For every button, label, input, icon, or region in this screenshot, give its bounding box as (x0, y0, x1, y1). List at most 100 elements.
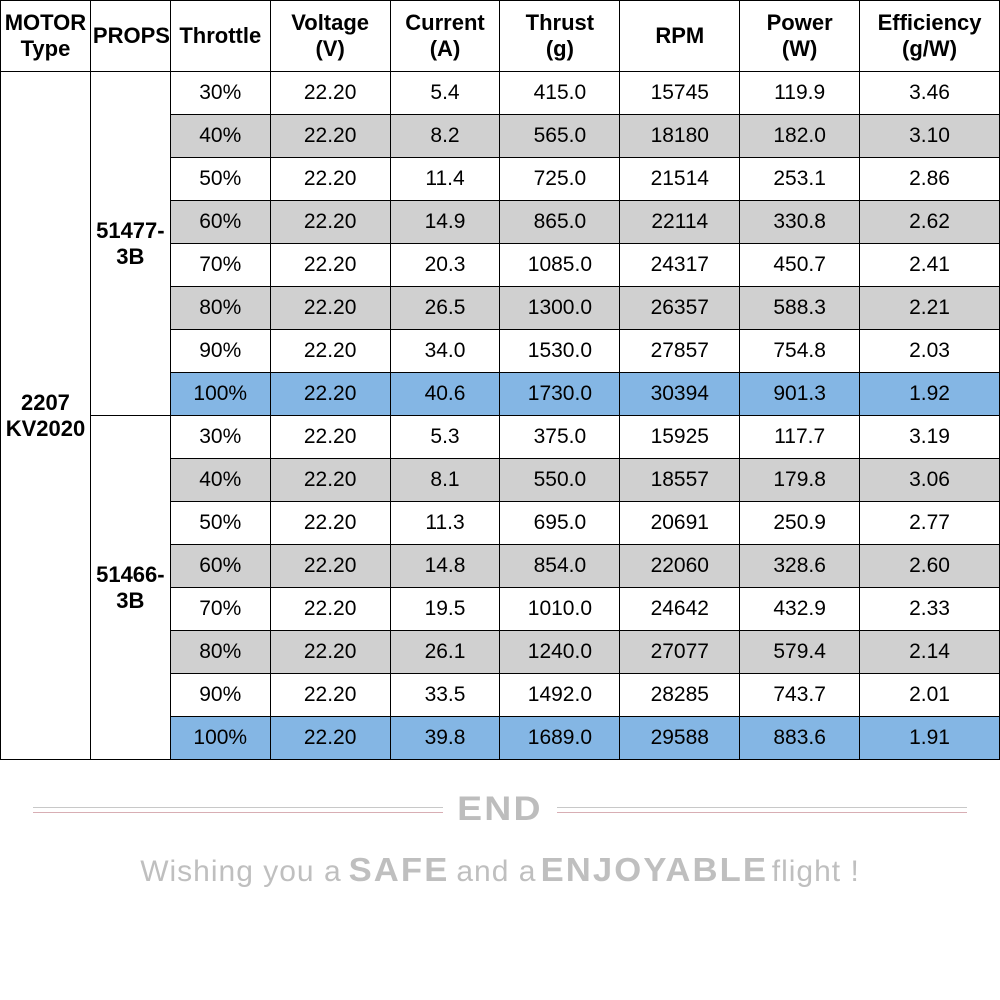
cell-rpm: 30394 (620, 373, 740, 416)
cell-current: 20.3 (390, 244, 500, 287)
cell-thrust: 415.0 (500, 72, 620, 115)
cell-power: 588.3 (740, 287, 860, 330)
cell-voltage: 22.20 (270, 373, 390, 416)
col-throttle: Throttle (170, 1, 270, 72)
col-props: PROPS (90, 1, 170, 72)
cell-current: 33.5 (390, 674, 500, 717)
cell-thrust: 865.0 (500, 201, 620, 244)
cell-rpm: 27077 (620, 631, 740, 674)
cell-thrust: 695.0 (500, 502, 620, 545)
cell-power: 119.9 (740, 72, 860, 115)
cell-throttle: 90% (170, 674, 270, 717)
cell-rpm: 28285 (620, 674, 740, 717)
cell-eff: 3.10 (860, 115, 1000, 158)
cell-power: 328.6 (740, 545, 860, 588)
cell-thrust: 1530.0 (500, 330, 620, 373)
cell-current: 14.8 (390, 545, 500, 588)
cell-current: 34.0 (390, 330, 500, 373)
cell-thrust: 1010.0 (500, 588, 620, 631)
cell-thrust: 1300.0 (500, 287, 620, 330)
cell-power: 743.7 (740, 674, 860, 717)
cell-thrust: 1492.0 (500, 674, 620, 717)
cell-voltage: 22.20 (270, 201, 390, 244)
cell-voltage: 22.20 (270, 244, 390, 287)
cell-rpm: 21514 (620, 158, 740, 201)
cell-current: 14.9 (390, 201, 500, 244)
cell-power: 432.9 (740, 588, 860, 631)
cell-eff: 3.06 (860, 459, 1000, 502)
cell-current: 8.2 (390, 115, 500, 158)
cell-throttle: 100% (170, 717, 270, 760)
cell-throttle: 40% (170, 459, 270, 502)
wish-mid: and a (447, 855, 546, 888)
cell-current: 11.3 (390, 502, 500, 545)
cell-eff: 2.21 (860, 287, 1000, 330)
divider-left (33, 807, 443, 813)
cell-voltage: 22.20 (270, 459, 390, 502)
cell-thrust: 1085.0 (500, 244, 620, 287)
cell-voltage: 22.20 (270, 158, 390, 201)
cell-power: 579.4 (740, 631, 860, 674)
cell-thrust: 725.0 (500, 158, 620, 201)
cell-eff: 1.91 (860, 717, 1000, 760)
cell-rpm: 20691 (620, 502, 740, 545)
cell-eff: 2.60 (860, 545, 1000, 588)
cell-rpm: 22114 (620, 201, 740, 244)
cell-eff: 2.14 (860, 631, 1000, 674)
cell-power: 179.8 (740, 459, 860, 502)
cell-power: 450.7 (740, 244, 860, 287)
cell-rpm: 24642 (620, 588, 740, 631)
cell-voltage: 22.20 (270, 717, 390, 760)
cell-voltage: 22.20 (270, 631, 390, 674)
cell-voltage: 22.20 (270, 545, 390, 588)
cell-power: 754.8 (740, 330, 860, 373)
cell-rpm: 18180 (620, 115, 740, 158)
cell-rpm: 15745 (620, 72, 740, 115)
cell-eff: 2.33 (860, 588, 1000, 631)
col-eff: Efficiency(g/W) (860, 1, 1000, 72)
cell-eff: 2.62 (860, 201, 1000, 244)
table-row: 2207KV202051477-3B30%22.205.4415.0157451… (1, 72, 1000, 115)
table-row: 51466-3B30%22.205.3375.015925117.73.19 (1, 416, 1000, 459)
cell-power: 182.0 (740, 115, 860, 158)
cell-voltage: 22.20 (270, 502, 390, 545)
cell-throttle: 80% (170, 631, 270, 674)
cell-rpm: 26357 (620, 287, 740, 330)
cell-eff: 3.19 (860, 416, 1000, 459)
end-label: END (457, 790, 543, 829)
cell-power: 253.1 (740, 158, 860, 201)
col-thrust: Thrust(g) (500, 1, 620, 72)
cell-throttle: 40% (170, 115, 270, 158)
cell-current: 11.4 (390, 158, 500, 201)
cell-thrust: 1240.0 (500, 631, 620, 674)
cell-throttle: 80% (170, 287, 270, 330)
cell-throttle: 70% (170, 588, 270, 631)
cell-power: 883.6 (740, 717, 860, 760)
cell-thrust: 1689.0 (500, 717, 620, 760)
col-power: Power(W) (740, 1, 860, 72)
cell-thrust: 854.0 (500, 545, 620, 588)
cell-eff: 2.01 (860, 674, 1000, 717)
cell-throttle: 60% (170, 545, 270, 588)
cell-eff: 3.46 (860, 72, 1000, 115)
cell-voltage: 22.20 (270, 674, 390, 717)
cell-voltage: 22.20 (270, 72, 390, 115)
performance-table: MOTORType PROPS Throttle Voltage(V) Curr… (0, 0, 1000, 760)
cell-throttle: 70% (170, 244, 270, 287)
table-body: 2207KV202051477-3B30%22.205.4415.0157451… (1, 72, 1000, 760)
cell-thrust: 1730.0 (500, 373, 620, 416)
wish-message: Wishing you a SAFE and a ENJOYABLE fligh… (0, 851, 1000, 889)
cell-power: 117.7 (740, 416, 860, 459)
cell-throttle: 30% (170, 416, 270, 459)
cell-rpm: 22060 (620, 545, 740, 588)
cell-rpm: 18557 (620, 459, 740, 502)
cell-current: 26.1 (390, 631, 500, 674)
cell-eff: 2.86 (860, 158, 1000, 201)
cell-voltage: 22.20 (270, 330, 390, 373)
cell-current: 26.5 (390, 287, 500, 330)
cell-power: 901.3 (740, 373, 860, 416)
cell-voltage: 22.20 (270, 416, 390, 459)
footer-block: END Wishing you a SAFE and a ENJOYABLE f… (0, 790, 1000, 889)
cell-throttle: 50% (170, 502, 270, 545)
cell-rpm: 29588 (620, 717, 740, 760)
